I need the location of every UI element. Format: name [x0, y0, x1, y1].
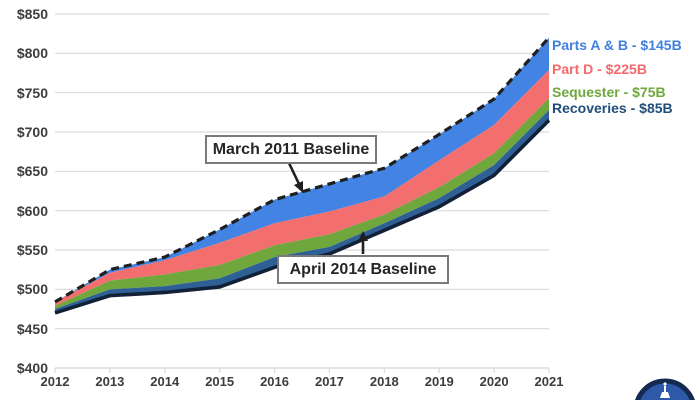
y-axis-label: $600: [16, 202, 48, 219]
y-axis-label: $750: [16, 84, 48, 101]
legend-item-recoveries: Recoveries - $85B: [552, 100, 673, 116]
band-recoveries: [55, 109, 549, 313]
band-parts-a-b: [55, 37, 549, 302]
x-axis-label: 2018: [369, 374, 399, 389]
march-2011-baseline-callout: March 2011 Baseline: [205, 135, 377, 164]
april-2014-baseline-callout: April 2014 Baseline: [277, 255, 449, 284]
y-axis-label: $650: [16, 163, 48, 180]
x-axis-label: 2014: [150, 374, 180, 389]
band-sequester: [55, 98, 549, 309]
capitol-dome-logo: [632, 376, 698, 400]
x-axis-label: 2013: [95, 374, 125, 389]
april-callout-arrowhead: [358, 231, 368, 241]
x-axis-label: 2016: [260, 374, 289, 389]
march-callout-arrowhead: [294, 181, 303, 193]
x-axis-label: 2012: [40, 374, 70, 389]
y-axis-label: $400: [16, 360, 48, 376]
y-axis-label: $850: [16, 6, 48, 22]
y-axis-label: $550: [16, 242, 48, 258]
legend-item-part-d: Part D - $225B: [552, 61, 647, 77]
x-axis-label: 2021: [534, 374, 564, 389]
march-callout-arrow: [286, 160, 301, 185]
x-axis-label: 2020: [479, 374, 509, 389]
y-axis-label: $800: [16, 45, 48, 62]
x-axis-label: 2017: [314, 374, 344, 389]
legend-item-sequester: Sequester - $75B: [552, 84, 666, 100]
y-axis-label: $700: [16, 124, 48, 140]
x-axis-label: 2019: [424, 374, 454, 389]
legend-item-parts-ab: Parts A & B - $145B: [552, 37, 682, 53]
y-axis-label: $500: [16, 281, 48, 298]
y-axis-label: $450: [16, 320, 48, 337]
x-axis-label: 2015: [205, 374, 235, 389]
march-2011-baseline-line: [54, 36, 551, 304]
band-part-d: [55, 69, 549, 306]
